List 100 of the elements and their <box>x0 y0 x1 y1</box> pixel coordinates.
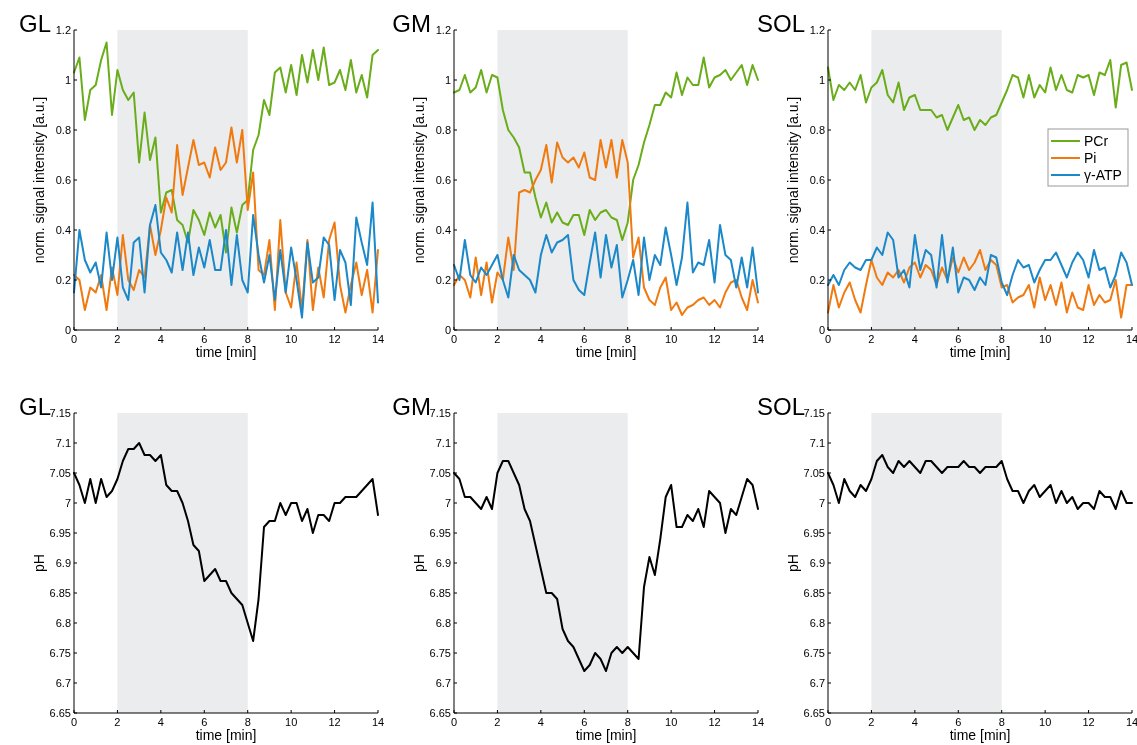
y-tick-label: 0.8 <box>809 123 825 136</box>
chart-title: SOL <box>756 10 805 37</box>
legend-label: Pi <box>1084 149 1097 166</box>
y-tick-label: 6.75 <box>429 646 451 659</box>
y-tick-label: 6.8 <box>55 616 71 629</box>
y-axis-title: norm. signal intensity [a.u.] <box>31 96 47 264</box>
y-tick-label: 6.7 <box>55 676 71 689</box>
x-tick-label: 4 <box>157 333 164 345</box>
x-tick-label: 2 <box>868 716 875 728</box>
line-series <box>73 201 379 319</box>
x-tick-label: 12 <box>1082 333 1095 345</box>
y-tick-label: 0.6 <box>435 173 451 186</box>
y-tick-label: 7.1 <box>55 436 71 449</box>
y-tick-label: 1.2 <box>55 23 71 36</box>
y-tick-label: 6.75 <box>803 646 825 659</box>
x-tick-label: 2 <box>868 333 875 345</box>
x-tick-label: 4 <box>537 716 544 728</box>
x-tick-label: 4 <box>911 333 918 345</box>
y-tick-label: 0.2 <box>435 273 451 286</box>
y-tick-label: 0.6 <box>55 173 71 186</box>
x-tick-label: 6 <box>581 333 588 345</box>
x-tick-label: 10 <box>285 333 298 345</box>
y-axis-title: norm. signal intensity [a.u.] <box>785 96 801 264</box>
x-tick-label: 10 <box>285 716 298 728</box>
x-axis-title: time [min] <box>575 344 637 360</box>
line-series <box>453 201 759 299</box>
legend-label: PCr <box>1084 132 1109 149</box>
y-tick-label: 7.15 <box>803 406 825 419</box>
y-tick-label: 6.8 <box>809 616 825 629</box>
y-tick-label: 1.2 <box>809 23 825 36</box>
y-tick-label: 0.8 <box>55 123 71 136</box>
y-tick-label: 6.65 <box>803 706 825 719</box>
x-tick-label: 14 <box>1125 716 1137 728</box>
y-tick-label: 1.2 <box>435 23 451 36</box>
x-axis-title: time [min] <box>195 727 257 743</box>
chart-title: GM <box>392 393 431 420</box>
line-series <box>453 139 759 316</box>
y-tick-label: 6.95 <box>803 526 825 539</box>
y-tick-label: 0.4 <box>809 223 825 236</box>
x-tick-label: 6 <box>955 716 962 728</box>
line-series <box>827 231 1133 296</box>
line-series <box>453 56 759 241</box>
y-tick-label: 6.9 <box>809 556 825 569</box>
y-tick-label: 6.7 <box>809 676 825 689</box>
x-tick-label: 8 <box>244 333 251 345</box>
x-tick-label: 14 <box>751 333 765 345</box>
y-tick-label: 6.65 <box>49 706 71 719</box>
x-tick-label: 10 <box>1039 333 1052 345</box>
x-tick-label: 10 <box>665 333 678 345</box>
line-series <box>73 126 379 314</box>
y-tick-label: 7 <box>818 496 825 509</box>
y-axis-title: norm. signal intensity [a.u.] <box>411 96 427 264</box>
y-tick-label: 0.4 <box>435 223 451 236</box>
line-series <box>827 59 1133 131</box>
y-axis-title: pH <box>31 554 47 572</box>
y-tick-label: 0 <box>818 323 825 336</box>
y-tick-label: 0 <box>444 323 451 336</box>
y-tick-label: 6.65 <box>429 706 451 719</box>
y-tick-label: 7 <box>444 496 451 509</box>
x-tick-label: 12 <box>1082 716 1095 728</box>
y-tick-label: 6.95 <box>429 526 451 539</box>
line-series <box>73 41 379 254</box>
y-tick-label: 7 <box>64 496 71 509</box>
x-axis-title: time [min] <box>575 727 637 743</box>
y-tick-label: 6.75 <box>49 646 71 659</box>
chart-title: SOL <box>756 393 805 420</box>
x-tick-label: 12 <box>328 333 341 345</box>
x-tick-label: 10 <box>665 716 678 728</box>
x-tick-label: 2 <box>494 333 501 345</box>
x-tick-label: 4 <box>157 716 164 728</box>
chart-title: GL <box>18 393 51 420</box>
x-tick-label: 12 <box>708 716 721 728</box>
x-tick-label: 8 <box>998 716 1005 728</box>
y-tick-label: 1 <box>444 73 451 86</box>
y-tick-label: 6.8 <box>435 616 451 629</box>
y-tick-label: 7.05 <box>49 466 71 479</box>
x-tick-label: 6 <box>201 333 208 345</box>
y-tick-label: 6.85 <box>803 586 825 599</box>
x-tick-label: 8 <box>624 333 631 345</box>
y-tick-label: 6.7 <box>435 676 451 689</box>
x-tick-label: 8 <box>624 716 631 728</box>
x-axis-title: time [min] <box>195 344 257 360</box>
y-axis-title: pH <box>411 554 427 572</box>
y-tick-label: 6.9 <box>435 556 451 569</box>
x-tick-label: 10 <box>1039 716 1052 728</box>
y-tick-label: 0.8 <box>435 123 451 136</box>
y-tick-label: 0.2 <box>55 273 71 286</box>
x-tick-label: 4 <box>537 333 544 345</box>
y-tick-label: 0.6 <box>809 173 825 186</box>
y-tick-label: 6.85 <box>429 586 451 599</box>
x-tick-label: 2 <box>494 716 501 728</box>
x-axis-title: time [min] <box>949 727 1011 743</box>
y-tick-label: 6.9 <box>55 556 71 569</box>
chart-title: GM <box>392 10 431 37</box>
x-axis-title: time [min] <box>949 344 1011 360</box>
x-tick-label: 2 <box>114 333 121 345</box>
x-tick-label: 4 <box>911 716 918 728</box>
x-tick-label: 14 <box>751 716 765 728</box>
y-tick-label: 0.4 <box>55 223 71 236</box>
y-tick-label: 1 <box>818 73 825 86</box>
